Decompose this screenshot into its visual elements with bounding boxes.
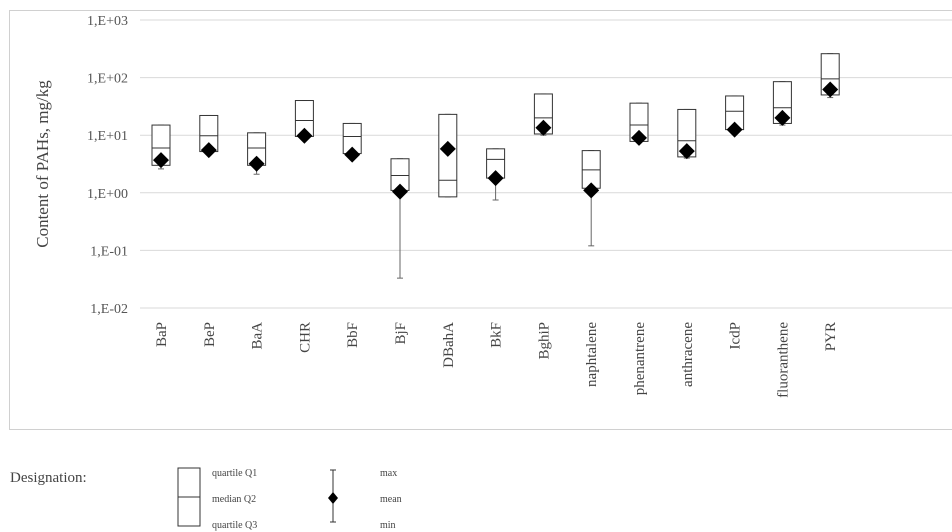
x-category-label: CHR — [297, 322, 313, 353]
mean-marker — [774, 109, 791, 126]
x-category-label: BaP — [154, 322, 170, 347]
mean-marker — [678, 143, 695, 160]
mean-marker — [439, 140, 456, 157]
y-tick-label: 1,E-01 — [90, 244, 128, 259]
x-category-label: naphtalene — [584, 322, 600, 387]
mean-marker — [631, 129, 647, 146]
mean-marker — [344, 146, 361, 163]
x-category-label: BkF — [489, 322, 505, 348]
x-category-label: BeP — [202, 322, 218, 347]
x-category-label: BghiP — [536, 322, 552, 360]
chart-frame — [9, 10, 952, 430]
mean-marker — [200, 142, 217, 159]
legend-q3-label: quartile Q3 — [212, 520, 257, 531]
y-tick-label: 1,E+03 — [87, 14, 128, 29]
mean-marker — [153, 152, 169, 169]
mean-marker — [296, 127, 313, 144]
x-category-label: BjF — [393, 322, 409, 345]
x-category-label: BaA — [250, 322, 266, 350]
mean-marker — [822, 81, 839, 98]
legend-mean-label: mean — [380, 494, 402, 505]
x-category-label: PYR — [823, 322, 839, 351]
legend-q1-label: quartile Q1 — [212, 468, 257, 479]
mean-marker — [583, 182, 600, 199]
y-tick-label: 1,E+01 — [87, 129, 128, 144]
mean-marker — [392, 183, 408, 200]
x-category-label: anthracene — [680, 322, 696, 387]
y-tick-label: 1,E+00 — [87, 187, 128, 202]
legend-min-label: min — [380, 520, 396, 531]
legend-max-label: max — [380, 468, 397, 479]
legend-q2-label: median Q2 — [212, 494, 256, 505]
x-category-label: BbF — [345, 322, 361, 348]
mean-marker — [487, 170, 504, 187]
x-category-label: fluoranthene — [775, 322, 791, 398]
y-axis-title: Content of PAHs, mg/kg — [33, 80, 52, 248]
y-tick-label: 1,E+02 — [87, 72, 128, 87]
mean-marker — [535, 119, 552, 136]
mean-marker — [248, 155, 265, 172]
mean-marker — [726, 121, 743, 138]
box-plot-chart: 1,E-02 1,E-01 1,E+00 1,E+01 1,E+02 1,E+03 Cont… — [33, 14, 952, 398]
x-category-label: DBahA — [441, 322, 457, 368]
legend: quartile Q1 median Q2 quartile Q3 max me… — [177, 467, 402, 531]
legend-title: Designation: — [10, 470, 87, 486]
x-category-label: IcdP — [728, 322, 744, 350]
legend-mean-diamond-icon — [328, 492, 338, 504]
y-tick-label: 1,E-02 — [90, 302, 128, 317]
x-category-label: phenantrene — [632, 322, 648, 396]
